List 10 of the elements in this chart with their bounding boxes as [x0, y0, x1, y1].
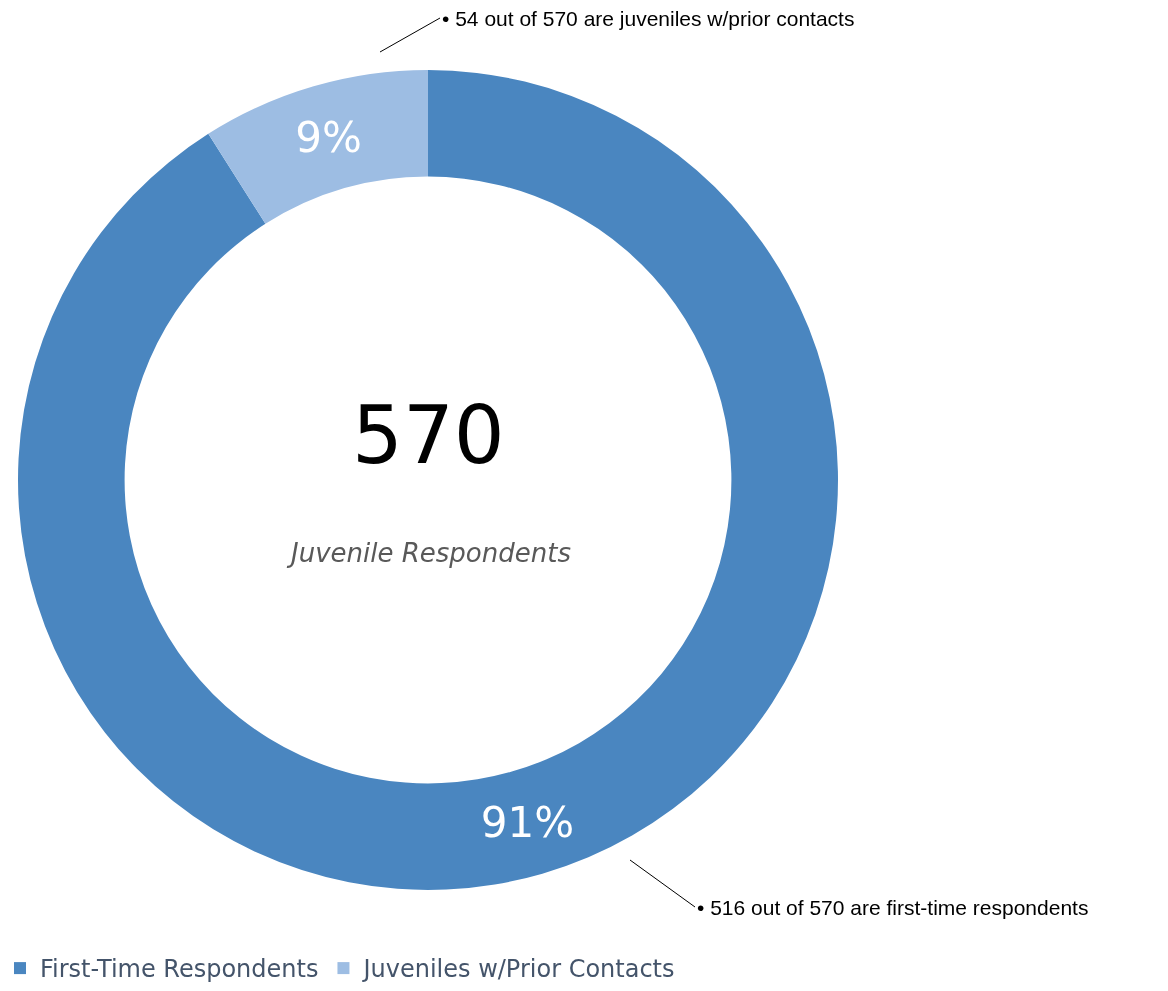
text: • 54 out of 570 are juveniles w/prior contacts [442, 7, 855, 30]
legend-label: Juveniles w/Prior Contacts [361, 955, 675, 984]
text: • 516 out of 570 are first-time respondents [697, 896, 1089, 919]
data-label: 91% [480, 798, 575, 848]
donut-slice [18, 70, 838, 890]
data-label: 9% [295, 112, 362, 162]
donut-slice [208, 70, 428, 224]
text: Juvenile Respondents [286, 538, 571, 568]
legend-label: First-Time Respondents [40, 955, 319, 984]
text: 570 [352, 389, 505, 482]
